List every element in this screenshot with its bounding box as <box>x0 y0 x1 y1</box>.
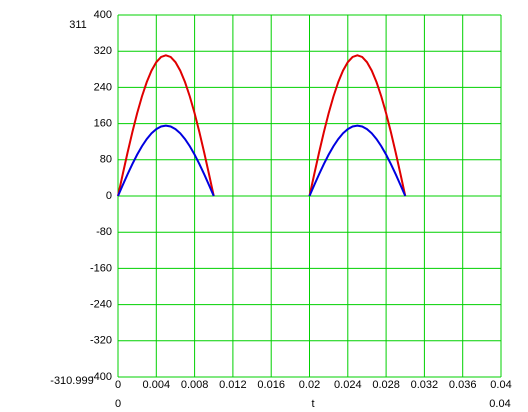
y-tick-label: 320 <box>94 45 112 57</box>
y-tick-label: -160 <box>90 262 112 274</box>
series-line <box>117 54 407 197</box>
x-tick-label: 0.036 <box>449 379 477 391</box>
x-tick-label: 0.02 <box>299 379 320 391</box>
y-tick-label: -80 <box>96 226 112 238</box>
x-tick-label: 0.008 <box>181 379 209 391</box>
y-tick-label: 400 <box>94 9 112 21</box>
y-marker-bottom: -310.999 <box>50 375 93 387</box>
x-tick-label: 0.04 <box>490 379 511 391</box>
x-tick-label: 0.024 <box>334 379 362 391</box>
x-range-end: 0.04 <box>489 398 510 410</box>
y-tick-label: 80 <box>100 154 112 166</box>
x-tick-label: 0.016 <box>257 379 285 391</box>
y-tick-label: 160 <box>94 118 112 130</box>
x-tick-label: 0.012 <box>219 379 247 391</box>
x-axis-label: t <box>311 398 314 410</box>
x-tick-label: 0.032 <box>411 379 439 391</box>
x-tick-label: 0.004 <box>143 379 171 391</box>
x-tick-label: 0 <box>115 379 121 391</box>
y-tick-label: -240 <box>90 299 112 311</box>
x-range-start: 0 <box>115 398 121 410</box>
y-tick-label: -320 <box>90 335 112 347</box>
y-tick-label: -400 <box>90 371 112 383</box>
y-tick-label: 240 <box>94 81 112 93</box>
series-line <box>117 124 407 197</box>
y-tick-label: 0 <box>106 190 112 202</box>
y-marker-top: 311 <box>69 19 87 31</box>
x-tick-label: 0.028 <box>372 379 400 391</box>
